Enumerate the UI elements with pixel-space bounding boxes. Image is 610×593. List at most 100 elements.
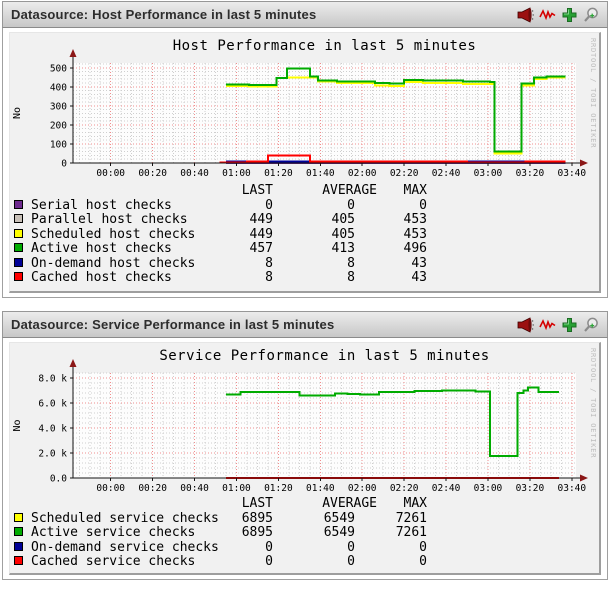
legend-value-max: 0	[419, 197, 427, 213]
legend-value-last: 0	[265, 539, 273, 555]
tick-label: 02:40	[432, 483, 461, 494]
legend-row: Cached host checks 8 8 43	[10, 270, 599, 285]
legend-row: Parallel host checks 449 405 453	[10, 212, 599, 227]
legend-value-average: 405	[331, 212, 355, 227]
panel-header-bar: Datasource: Service Performance in last …	[2, 311, 608, 338]
tick-label: 00:40	[180, 483, 209, 494]
legend-header-row: LAST AVERAGE MAX	[10, 496, 599, 511]
legend-value-last: 6895	[241, 525, 273, 540]
rrdtool-watermark: RRDTOOL / TOBI OETIKER	[589, 348, 597, 458]
tick-label: 02:20	[390, 168, 419, 179]
speaker-icon[interactable]	[517, 6, 535, 23]
tick-label: 03:40	[558, 168, 587, 179]
legend-color-swatch	[14, 512, 23, 522]
speaker-icon[interactable]	[517, 316, 535, 333]
legend-value-max: 7261	[395, 525, 427, 540]
legend-value-average: 6549	[323, 525, 355, 540]
legend-color-swatch	[14, 243, 23, 252]
legend-value-last: 449	[249, 226, 273, 242]
service-performance-panel: Datasource: Service Performance in last …	[2, 311, 608, 580]
tick-label: 02:20	[390, 483, 419, 494]
tick-label: 8.0 k	[38, 374, 67, 385]
panel-title: Datasource: Host Performance in last 5 m…	[11, 7, 317, 22]
tick-label: 01:00	[222, 168, 251, 179]
sparkline-icon[interactable]	[539, 317, 557, 333]
series-line	[219, 154, 566, 164]
tick-label: 03:20	[516, 483, 545, 494]
legend-value-average: 413	[331, 241, 355, 256]
panel-body: Host Performance in last 5 minutes 00:00 0…	[2, 28, 608, 298]
tick-label: 03:20	[516, 168, 545, 179]
tick-label: 01:20	[264, 483, 293, 494]
tick-label: 200	[50, 120, 67, 131]
legend-label: Parallel host checks	[31, 212, 188, 227]
legend-label: Scheduled host checks	[31, 226, 196, 242]
series-line	[226, 386, 560, 458]
sparkline-icon[interactable]	[539, 7, 557, 23]
legend-label: Active service checks	[31, 525, 196, 540]
legend-row: Scheduled host checks 449 405 453	[10, 227, 599, 242]
legend-value-last: 0	[265, 197, 273, 213]
tick-label: 02:40	[432, 168, 461, 179]
tick-label: 01:40	[306, 483, 335, 494]
legend-color-swatch	[14, 541, 23, 551]
legend-value-last: 449	[249, 212, 273, 227]
zoom-icon[interactable]	[583, 7, 601, 23]
tick-label: 02:00	[348, 483, 377, 494]
tick-label: 03:40	[558, 483, 587, 494]
tick-label: 100	[50, 139, 67, 150]
legend-value-last: 6895	[241, 510, 273, 526]
legend-row: Cached service checks 0 0 0	[10, 554, 599, 569]
legend-label: Cached service checks	[31, 554, 196, 569]
axes	[69, 359, 588, 482]
tick-label: 400	[50, 82, 67, 93]
tick-label: 00:00	[96, 483, 125, 494]
add-icon[interactable]	[561, 7, 579, 23]
rrd-graph-image[interactable]: Service Performance in last 5 minutes 00:…	[9, 342, 601, 575]
legend-value-max: 453	[403, 212, 427, 227]
legend-value-average: 405	[331, 226, 355, 242]
y-axis-label: No	[12, 419, 23, 431]
tick-label: 0.0	[50, 474, 67, 485]
legend-row: On-demand host checks 8 8 43	[10, 256, 599, 271]
rrdtool-watermark: RRDTOOL / TOBI OETIKER	[589, 38, 597, 148]
legend-value-average: 0	[347, 539, 355, 555]
legend-row: On-demand service checks 0 0 0	[10, 540, 599, 555]
legend-value-last: 8	[265, 255, 273, 271]
legend-value-max: 496	[403, 241, 427, 256]
legend-row: Scheduled service checks 6895 6549 7261	[10, 511, 599, 526]
host-performance-panel: Datasource: Host Performance in last 5 m…	[2, 1, 608, 298]
tick-label: 02:00	[348, 168, 377, 179]
legend-value-last: 457	[249, 241, 273, 256]
legend-label: On-demand service checks	[31, 539, 219, 555]
add-icon[interactable]	[561, 317, 579, 333]
legend-value-last: 0	[265, 554, 273, 569]
panel-header-bar: Datasource: Host Performance in last 5 m…	[2, 1, 608, 28]
chart-title: Host Performance in last 5 minutes	[173, 38, 477, 54]
legend-col-max: MAX	[403, 183, 427, 198]
legend-value-last: 8	[265, 270, 273, 285]
tick-label: 4.0 k	[38, 424, 67, 435]
legend-col-average: AVERAGE	[322, 183, 377, 198]
legend-value-max: 43	[411, 255, 427, 271]
legend-value-average: 0	[347, 197, 355, 213]
zoom-icon[interactable]	[583, 317, 601, 333]
y-axis-label: No	[12, 107, 23, 119]
legend-value-average: 6549	[323, 510, 355, 526]
legend-value-max: 43	[411, 270, 427, 285]
legend-color-swatch	[14, 272, 23, 281]
performance-graph: Host Performance in last 5 minutes 00:00 0…	[12, 38, 597, 179]
legend-color-swatch	[14, 556, 23, 565]
legend-row: Serial host checks 0 0 0	[10, 198, 599, 213]
legend-value-max: 0	[419, 539, 427, 555]
legend-col-last: LAST	[241, 496, 273, 511]
rrd-graph-image[interactable]: Host Performance in last 5 minutes 00:00 0…	[9, 32, 601, 293]
tick-label: 6.0 k	[38, 399, 67, 410]
tick-label: 500	[50, 63, 67, 74]
tick-label: 00:20	[138, 483, 167, 494]
legend-label: Cached host checks	[31, 270, 172, 285]
chart-title: Service Performance in last 5 minutes	[159, 348, 489, 364]
tick-label: 00:00	[96, 168, 125, 179]
legend-label: Scheduled service checks	[31, 510, 219, 526]
panel-title: Datasource: Service Performance in last …	[11, 317, 335, 332]
